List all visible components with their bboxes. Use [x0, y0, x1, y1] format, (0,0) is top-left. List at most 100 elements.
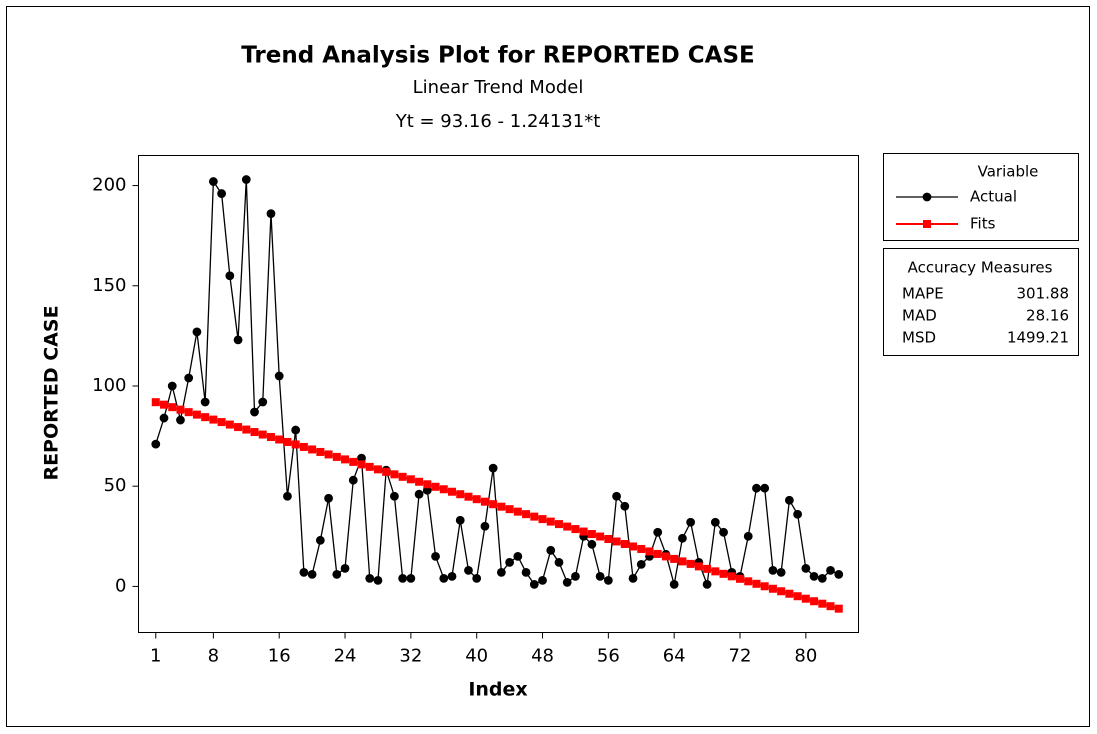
data-point [242, 425, 251, 434]
x-tick-label: 40 [465, 646, 488, 667]
data-point [587, 530, 596, 539]
data-point [784, 495, 794, 505]
data-point [167, 381, 177, 391]
data-point [192, 327, 202, 337]
x-tick-label: 64 [663, 646, 686, 667]
y-axis-label: REPORTED CASE [41, 305, 63, 480]
data-point [431, 482, 440, 491]
series-line [155, 179, 840, 586]
x-tick-label: 48 [531, 646, 554, 667]
data-point [653, 549, 662, 558]
data-point [291, 425, 301, 435]
data-point [266, 209, 276, 219]
data-point [809, 571, 819, 581]
data-point [480, 521, 490, 531]
data-point [275, 435, 284, 444]
data-point [571, 525, 580, 534]
data-point [168, 403, 177, 412]
data-point [801, 563, 811, 573]
data-point [793, 592, 802, 601]
data-point [308, 445, 317, 454]
data-point [225, 420, 234, 429]
data-point [160, 400, 169, 409]
data-point [612, 491, 621, 501]
x-tick-label: 24 [334, 646, 357, 667]
data-point [209, 415, 218, 424]
data-point [184, 373, 194, 383]
data-point [192, 410, 201, 419]
data-point [398, 573, 408, 583]
data-point [307, 569, 317, 579]
data-point [595, 571, 605, 581]
data-point [554, 520, 563, 529]
data-point [587, 539, 597, 549]
data-point [736, 574, 745, 583]
data-point [513, 551, 523, 561]
data-point [768, 565, 778, 575]
data-point [217, 189, 227, 198]
data-point [496, 567, 506, 577]
data-point [151, 398, 160, 407]
subtitle: Linear Trend Model [413, 77, 584, 98]
x-tick-label: 32 [399, 646, 422, 667]
data-point [456, 490, 465, 499]
data-point [710, 517, 720, 527]
data-point [629, 542, 638, 551]
data-point [365, 462, 374, 471]
data-point [241, 175, 251, 184]
data-point [176, 415, 185, 425]
data-point [431, 551, 440, 561]
data-point [620, 501, 630, 511]
data-point [596, 532, 605, 541]
y-tick-label: 0 [115, 575, 126, 596]
data-point [250, 428, 259, 437]
accuracy-name: MAD [902, 307, 937, 325]
data-point [439, 573, 449, 583]
data-point [579, 527, 588, 536]
data-point [826, 602, 835, 611]
data-point [818, 599, 827, 608]
data-point [488, 463, 498, 473]
data-point [777, 587, 786, 596]
data-point [562, 577, 572, 587]
data-point [546, 517, 555, 526]
data-point [365, 573, 375, 583]
data-point [670, 554, 679, 563]
data-point [373, 575, 383, 585]
data-point [258, 397, 268, 407]
data-point [554, 557, 564, 567]
x-tick-label: 16 [268, 646, 291, 667]
data-point [826, 565, 835, 575]
data-point [234, 423, 243, 432]
data-point [686, 559, 695, 568]
data-point [464, 565, 473, 575]
data-point [678, 557, 687, 566]
accuracy-name: MAPE [902, 285, 944, 303]
data-point [266, 433, 275, 442]
data-point [283, 437, 292, 446]
data-point [694, 562, 703, 571]
data-point [760, 582, 769, 591]
data-point [225, 271, 235, 281]
legend-label: Fits [970, 215, 996, 233]
data-point [785, 589, 794, 598]
accuracy-title: Accuracy Measures [908, 259, 1053, 277]
data-point [340, 563, 350, 573]
y-tick-label: 100 [92, 375, 126, 396]
data-point [472, 573, 482, 583]
data-point [283, 491, 292, 501]
data-point [530, 512, 539, 521]
data-point [258, 430, 267, 439]
data-point [480, 497, 489, 506]
data-point [529, 579, 539, 589]
data-point [571, 571, 580, 581]
data-point [415, 477, 424, 486]
data-point [291, 440, 300, 449]
y-tick-label: 50 [104, 475, 127, 496]
x-tick-label: 1 [150, 646, 161, 667]
data-point [316, 447, 325, 456]
data-point [332, 569, 342, 579]
data-point [341, 455, 350, 464]
accuracy-box [883, 248, 1079, 356]
